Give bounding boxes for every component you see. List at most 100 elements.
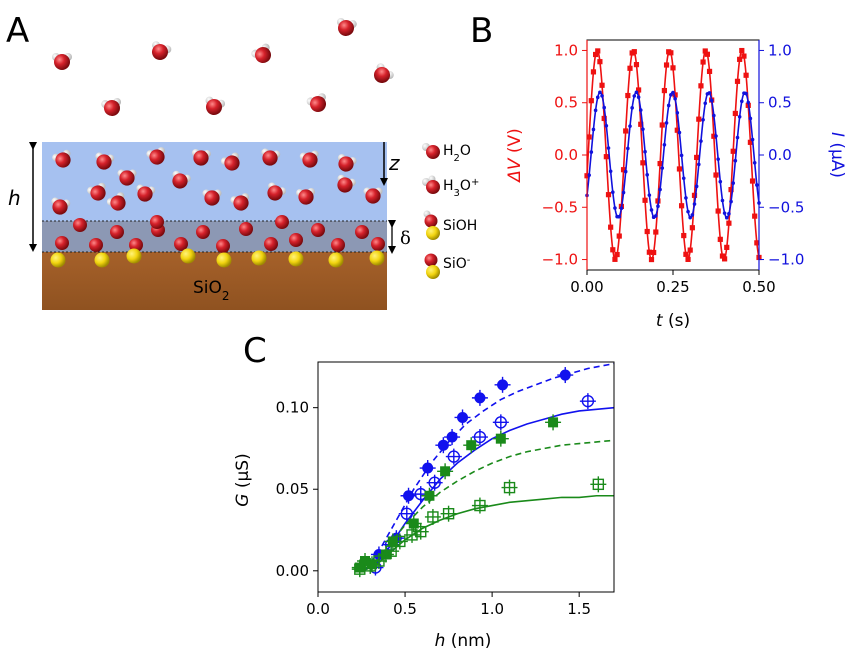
oxygen-atom bbox=[233, 195, 249, 211]
legend-h2o-label: H2O bbox=[443, 143, 471, 164]
panel-c-series-2-point bbox=[463, 437, 480, 454]
panel-b-chart: B 0.00 0.25 0.50 1.0 1.0 0.5 0.5 0.0 0.0 −0.5 −0.5… bbox=[470, 11, 845, 331]
water-molecule bbox=[296, 187, 316, 205]
panel-b-series-0-marker bbox=[717, 236, 723, 242]
oxygen-atom bbox=[374, 67, 390, 83]
panel-b-series-1-marker bbox=[632, 94, 637, 98]
panel-b-series-1-marker bbox=[619, 206, 624, 211]
panel-b-series-1-marker bbox=[675, 110, 680, 115]
silicon-atom bbox=[126, 248, 142, 264]
panel-b-series-1-marker bbox=[722, 211, 727, 215]
panel-b-ytick-left-label: 1.0 bbox=[554, 41, 578, 59]
panel-b-series-1-marker bbox=[755, 183, 759, 187]
panel-c-series-3-point bbox=[440, 505, 457, 522]
surface-oxygen-atom bbox=[264, 237, 278, 251]
molecule-group bbox=[50, 18, 394, 268]
panel-b-series-1-marker bbox=[718, 179, 723, 184]
panel-b-ylabel-right: I (μA) bbox=[827, 132, 845, 178]
panel-c-series-0-point bbox=[471, 389, 488, 406]
panel-c-series-3-fit bbox=[369, 494, 614, 572]
water-molecule bbox=[251, 43, 271, 63]
oxygen-atom bbox=[267, 185, 283, 201]
panel-b-series-0-marker bbox=[726, 220, 732, 226]
surface-oxygen-atom bbox=[331, 238, 345, 252]
panel-c-chart: C 0.0 0.5 1.0 1.5 0.00 0.05 0.10 h (nm) G (μS) bbox=[233, 331, 615, 651]
panel-c-series-3-point bbox=[501, 479, 518, 496]
panel-b-series-1-marker bbox=[638, 108, 643, 112]
panel-b-series-1-marker bbox=[630, 106, 634, 110]
panel-c-series-0-fit bbox=[364, 362, 615, 572]
panel-b-series-1-marker bbox=[623, 169, 628, 174]
panel-a-schematic: A SiO2 h z δ H2O H3O+ SiOH SiO- bbox=[6, 11, 479, 310]
panel-c-series-0-point bbox=[419, 460, 436, 477]
panel-b-series-0-marker bbox=[728, 187, 734, 193]
water-molecule bbox=[106, 192, 126, 211]
panel-b-series-1-marker bbox=[697, 162, 701, 167]
oxygen-atom bbox=[110, 195, 126, 211]
oxygen-atom bbox=[149, 149, 165, 165]
panel-b-series-0-marker bbox=[722, 256, 728, 262]
panel-b-series-0-marker bbox=[663, 62, 670, 68]
panel-b-series-0-marker bbox=[627, 65, 633, 71]
panel-b-series-0-marker bbox=[691, 192, 698, 198]
oxygen-atom bbox=[337, 177, 353, 193]
panel-b-series-0-marker bbox=[623, 128, 629, 134]
legend-h3o-label: H3O+ bbox=[443, 177, 479, 199]
oxygen-atom bbox=[55, 152, 71, 168]
panel-b-series-1-marker bbox=[647, 193, 652, 197]
panel-c-ytick-label: 0.05 bbox=[276, 480, 309, 498]
panel-b-series-1-marker bbox=[626, 146, 630, 151]
panel-b-xtick-label: 0.50 bbox=[742, 278, 775, 296]
panel-b-ytick-left-label: 0.5 bbox=[554, 94, 578, 112]
legend-sio-label: SiO- bbox=[443, 255, 471, 273]
water-molecule bbox=[152, 41, 172, 60]
panel-b-series-1-marker bbox=[709, 98, 714, 103]
panel-b-series-1-marker bbox=[720, 198, 725, 203]
panel-b-series-0-marker bbox=[734, 78, 741, 84]
panel-b-series-0-marker bbox=[638, 121, 644, 127]
panel-c-ytick-label: 0.10 bbox=[276, 399, 309, 417]
water-molecule bbox=[52, 149, 71, 168]
panel-b-xtick-label: 0.25 bbox=[656, 278, 689, 296]
water-molecule bbox=[337, 174, 356, 193]
panel-b-series-1-marker bbox=[595, 95, 600, 100]
panel-c-series-3-point bbox=[424, 508, 441, 525]
panel-c-axes: 0.0 0.5 1.0 1.5 0.00 0.05 0.10 bbox=[276, 399, 592, 618]
bulk-water-region bbox=[42, 142, 387, 222]
oxygen-atom bbox=[338, 156, 354, 172]
water-molecule bbox=[230, 193, 250, 211]
oxygen-atom bbox=[193, 150, 209, 166]
panel-b-axes: 0.00 0.25 0.50 1.0 1.0 0.5 0.5 0.0 0.0 −0.5 −0.5 −1… bbox=[542, 40, 804, 296]
panel-b-series-0-marker bbox=[659, 122, 665, 128]
panel-c-ylabel: G (μS) bbox=[233, 453, 253, 506]
surface-oxygen-atom bbox=[275, 215, 289, 229]
panel-b-series-0-marker bbox=[636, 87, 642, 93]
water-molecule bbox=[299, 150, 319, 168]
panel-c-series-1-point bbox=[445, 448, 462, 465]
panel-c-series-0-point bbox=[494, 376, 511, 393]
oxygen-atom bbox=[206, 99, 222, 115]
panel-b-series-0-marker bbox=[588, 98, 594, 104]
delta-label: δ bbox=[400, 228, 411, 249]
oxygen-atom bbox=[52, 199, 68, 215]
panel-b-series-0-marker bbox=[620, 167, 627, 173]
panel-b-series-1-marker bbox=[658, 187, 662, 192]
panel-b-series-1-marker bbox=[645, 172, 649, 177]
panel-c-xtick-label: 0.5 bbox=[393, 600, 417, 618]
oxygen-atom bbox=[137, 186, 153, 202]
panel-b-series-1-marker bbox=[690, 213, 695, 217]
panel-b-series-1-marker bbox=[628, 124, 632, 128]
panel-a-legend: H2O H3O+ SiOH SiO- bbox=[422, 143, 479, 279]
panel-b-ytick-right-label: 0.0 bbox=[768, 146, 792, 164]
panel-c-series-3-point bbox=[590, 476, 607, 493]
panel-c-series-3-point bbox=[383, 543, 400, 560]
panel-b-series-1-marker bbox=[688, 215, 692, 220]
panel-b-series-0-marker bbox=[683, 251, 689, 257]
water-molecule bbox=[337, 154, 357, 172]
panel-b-series-1-marker bbox=[684, 196, 688, 200]
panel-b-series-0-marker bbox=[754, 240, 760, 246]
panel-b-series-0-marker bbox=[749, 178, 756, 184]
panel-b-series-1-marker bbox=[694, 184, 699, 189]
legend-sioh-icon bbox=[423, 210, 440, 240]
panel-b-series-1-marker bbox=[677, 130, 682, 135]
